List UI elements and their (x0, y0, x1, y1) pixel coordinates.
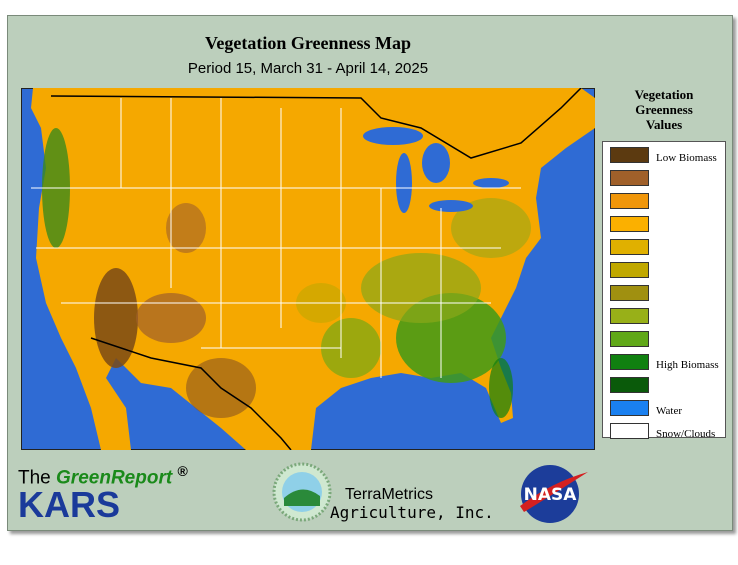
legend-swatch (610, 308, 649, 324)
org: KARS (18, 484, 121, 525)
national-borders (50, 88, 582, 450)
legend-swatch (610, 216, 649, 232)
legend-swatch (610, 423, 649, 439)
map-subtitle: Period 15, March 31 - April 14, 2025 (187, 60, 429, 77)
brand-name: GreenReport (56, 467, 173, 489)
greenness-map (21, 88, 595, 450)
legend-title-line: Vegetation (634, 87, 694, 102)
legend-swatch (610, 170, 649, 186)
state-borders (31, 98, 521, 378)
legend-swatch (610, 239, 649, 255)
agency-name: NASA (524, 485, 578, 505)
legend-title: Vegetation Greenness Values (603, 87, 725, 132)
legend-swatch (610, 193, 649, 209)
partner-suffix: Agriculture, Inc. (330, 503, 494, 522)
legend-label: Snow/Clouds (656, 428, 716, 440)
terrametrics-logo (272, 462, 332, 522)
legend-swatch (610, 331, 649, 347)
nasa-logo: NASA (520, 465, 588, 523)
great-lakes (363, 127, 509, 213)
legend-title-line: Values (645, 117, 683, 132)
vegetation-patches (42, 128, 531, 418)
brand: The GreenReport ® (18, 463, 188, 489)
legend: Low Biomass High Biomass Water Snow/Clouds (602, 141, 726, 440)
legend-title-line: Greenness (635, 102, 693, 117)
map-title: Vegetation Greenness Map (205, 33, 411, 53)
legend-swatch (610, 400, 649, 416)
legend-swatch (610, 285, 649, 301)
legend-swatch (610, 354, 649, 370)
legend-label: Water (656, 405, 682, 417)
legend-swatch (610, 377, 649, 393)
legend-label: High Biomass (656, 359, 719, 371)
legend-label: Low Biomass (656, 152, 717, 164)
legend-swatch (610, 147, 649, 163)
partner-name: TerraMetrics (345, 486, 434, 503)
legend-swatch (610, 262, 649, 278)
registered-mark: ® (177, 463, 188, 479)
brand-prefix: The (18, 467, 51, 489)
